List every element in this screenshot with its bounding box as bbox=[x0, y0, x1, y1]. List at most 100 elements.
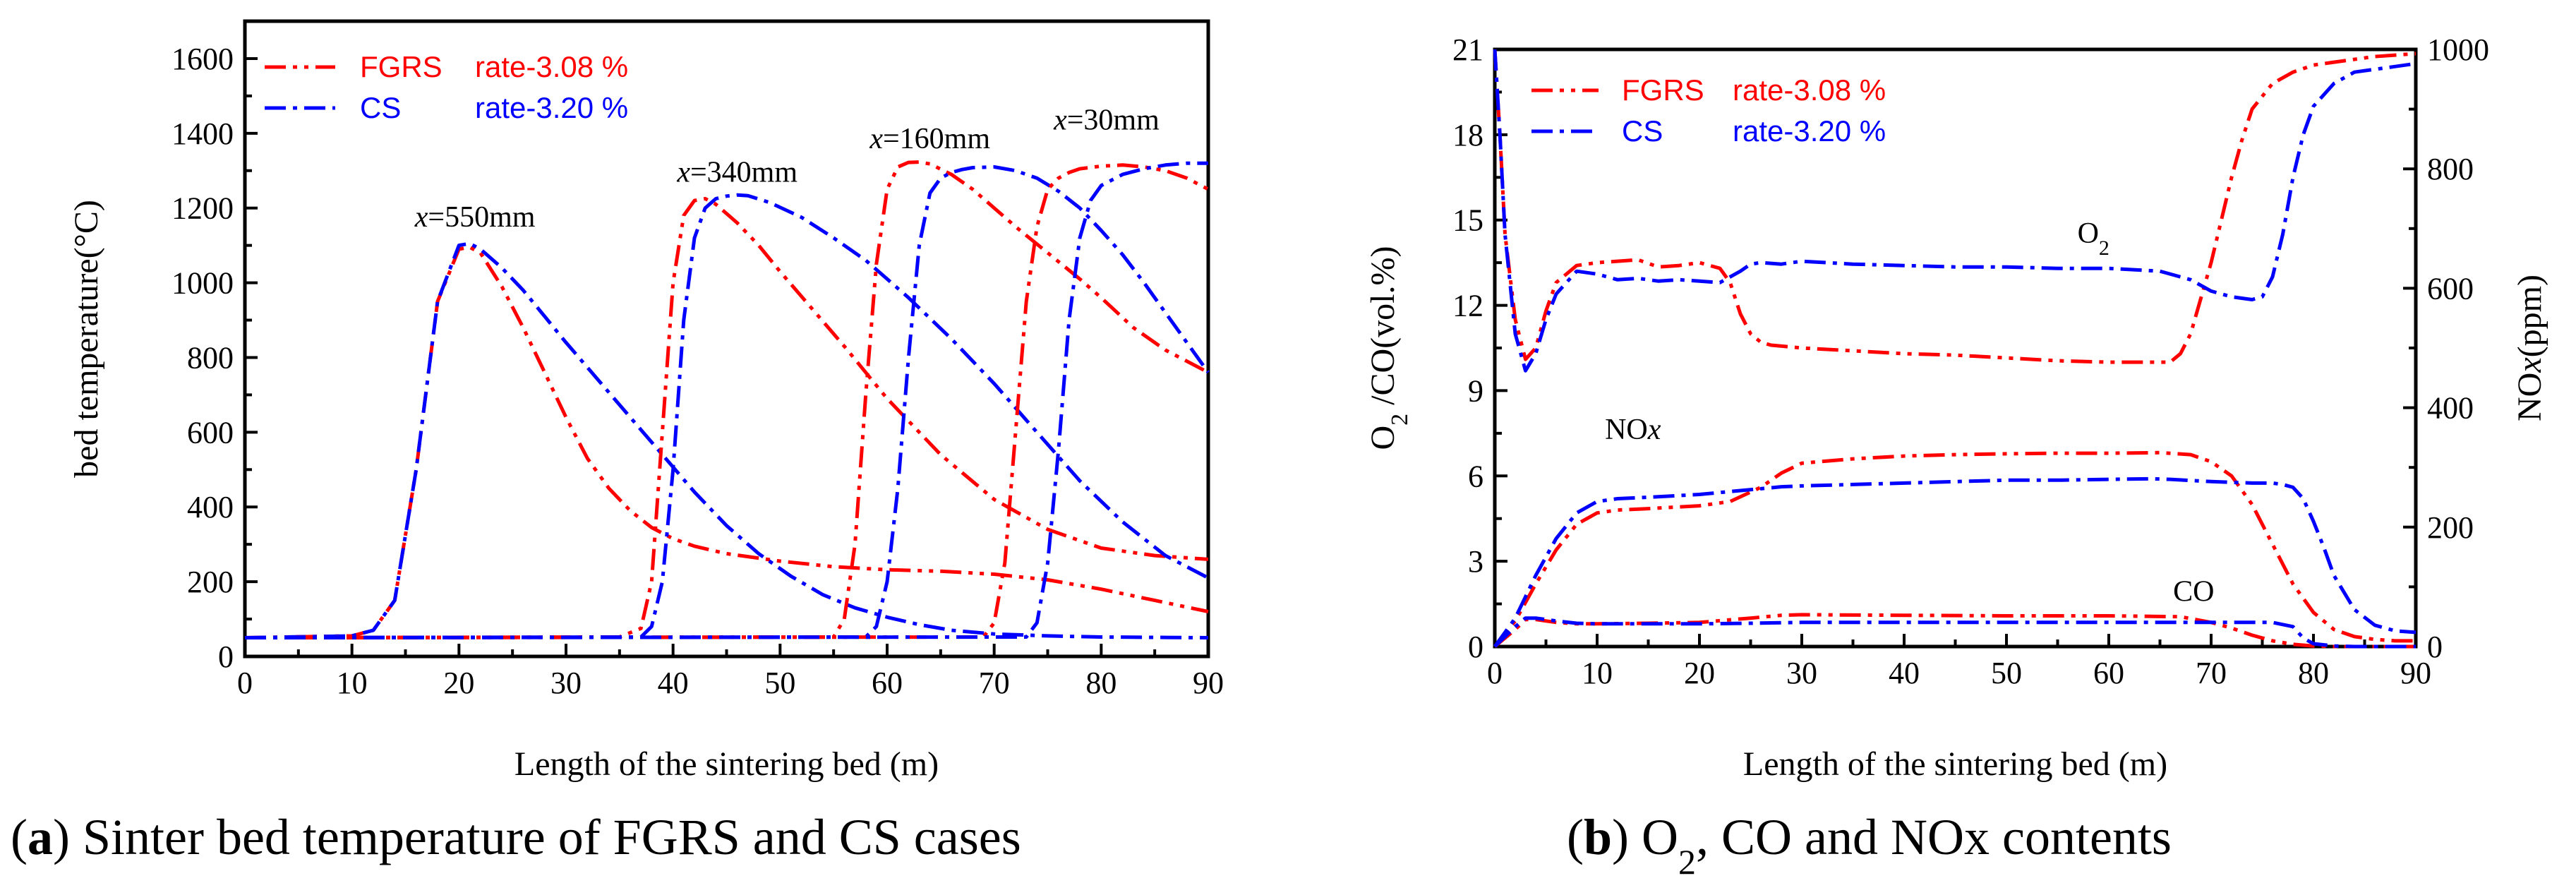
series-line-7 bbox=[244, 161, 1208, 639]
annotation-italic: x bbox=[1647, 414, 1661, 446]
panel-b-gas-contents-chart: 0 10 20 30 40 50 60 70 80 90036912151821020040060… bbox=[1364, 32, 2548, 882]
y-right-tick-label: 0 bbox=[2427, 630, 2443, 664]
y-left-tick-label: 6 bbox=[1468, 459, 1483, 493]
y-tick-label: 400 bbox=[187, 490, 234, 524]
series-line-2 bbox=[1493, 450, 2416, 648]
annotation-prefix: x bbox=[676, 157, 690, 189]
legend: FGRS rate-3.08 % CS rate-3.20 % bbox=[265, 50, 628, 124]
y-right-title-italic: x bbox=[2511, 357, 2548, 373]
x-tick-label: 90 bbox=[1193, 666, 1224, 700]
y-right-axis-title: NOx(ppm) bbox=[2511, 275, 2548, 421]
panel-b-caption: (b) O2, CO and NOx contents bbox=[1567, 809, 2172, 882]
y-left-tick-label: 21 bbox=[1452, 32, 1483, 67]
position-annotation: x=160mm bbox=[869, 123, 990, 155]
y-tick-label: 1200 bbox=[171, 191, 234, 226]
y-left-axis-title: O2 /CO(vol.%) bbox=[1364, 246, 1413, 450]
legend-series-name: FGRS bbox=[1622, 73, 1704, 107]
panel-a-caption: (a) Sinter bed temperature of FGRS and C… bbox=[11, 809, 1021, 865]
y-tick-label: 0 bbox=[218, 639, 234, 674]
series-line-0 bbox=[1493, 49, 2416, 364]
x-tick-label: 60 bbox=[2093, 656, 2124, 690]
caption-text: Sinter bed temperature of FGRS and CS ca… bbox=[70, 809, 1021, 865]
x-tick-label: 70 bbox=[2196, 656, 2227, 690]
x-tick-label: 50 bbox=[1991, 656, 2022, 690]
annotation-prefix: x bbox=[414, 201, 428, 234]
y-left-tick-label: 18 bbox=[1452, 118, 1483, 152]
panel-a-bed-temperature-chart: 0 10 20 30 40 50 60 70 80 90 0 200 400 600 800 1000 1200… bbox=[11, 19, 1224, 865]
legend: FGRS rate-3.08 % CS rate-3.20 % bbox=[1531, 73, 1886, 148]
caption-letter: a bbox=[28, 809, 53, 865]
annotation-prefix: x bbox=[869, 123, 883, 155]
annotation-text: O bbox=[2078, 217, 2099, 250]
series-line-0 bbox=[244, 245, 1209, 639]
x-axis-title: Length of the sintering bed (m) bbox=[1743, 745, 2167, 783]
x-tick-label: 30 bbox=[1786, 656, 1817, 690]
y-left-tick-label: 15 bbox=[1452, 203, 1483, 238]
y-left-tick-label: 0 bbox=[1468, 630, 1483, 664]
y-right-tick-label: 1000 bbox=[2427, 32, 2489, 67]
x-tick-label: 90 bbox=[2400, 656, 2431, 690]
annotation-text: =160mm bbox=[883, 123, 990, 155]
x-tick-label: 30 bbox=[550, 666, 582, 700]
annotation-text: =550mm bbox=[428, 201, 535, 234]
x-tick-label: 40 bbox=[1889, 656, 1920, 690]
y-axis-title: bed temperature(°C) bbox=[68, 200, 105, 478]
caption-paren: ) bbox=[1612, 809, 1629, 865]
y-right-tick-label: 600 bbox=[2427, 271, 2474, 306]
legend-series-rate: rate-3.08 % bbox=[1733, 73, 1886, 107]
series-line-6 bbox=[244, 163, 1210, 639]
position-annotation: x=340mm bbox=[676, 157, 798, 189]
y-tick-label: 1000 bbox=[171, 266, 234, 301]
legend-series-rate: rate-3.20 % bbox=[475, 91, 628, 124]
y-right-title-part: NO bbox=[2511, 373, 2548, 421]
x-tick-label: 20 bbox=[1684, 656, 1715, 690]
annotation-prefix: x bbox=[1053, 104, 1067, 137]
y-left-title-part: /CO(vol.%) bbox=[1364, 246, 1402, 414]
legend-series-name: FGRS bbox=[360, 50, 443, 83]
annotation-text: NO bbox=[1605, 414, 1648, 446]
series-line-4 bbox=[1493, 613, 2416, 649]
series-line-3 bbox=[244, 193, 1210, 639]
legend-series-rate: rate-3.20 % bbox=[1733, 114, 1886, 148]
series-line-1 bbox=[244, 241, 1209, 639]
caption-subscript: 2 bbox=[1678, 842, 1696, 882]
x-axis-title: Length of the sintering bed (m) bbox=[514, 745, 939, 783]
annotation-text: CO bbox=[2173, 576, 2214, 608]
caption-text: , CO and NOx contents bbox=[1696, 809, 2172, 865]
x-tick-label: 20 bbox=[443, 666, 474, 700]
x-tick-label: 80 bbox=[1085, 666, 1117, 700]
position-annotation: x=550mm bbox=[414, 201, 536, 234]
y-left-tick-label: 3 bbox=[1468, 544, 1483, 579]
x-tick-label: 10 bbox=[337, 666, 368, 700]
legend-series-name: CS bbox=[360, 91, 401, 124]
caption-paren: ) bbox=[53, 809, 70, 865]
y-right-tick-label: 400 bbox=[2427, 391, 2474, 426]
series-line-5 bbox=[244, 165, 1210, 639]
annotation-text: =30mm bbox=[1067, 104, 1160, 137]
x-tick-label: 0 bbox=[1487, 656, 1503, 690]
caption-paren: ( bbox=[1567, 809, 1584, 865]
x-tick-label: 50 bbox=[764, 666, 795, 700]
y-tick-label: 200 bbox=[187, 565, 234, 599]
series-line-2 bbox=[244, 197, 1209, 639]
y-tick-label: 800 bbox=[187, 340, 234, 375]
y-left-tick-label: 9 bbox=[1468, 373, 1483, 408]
y-left-title-subscript: 2 bbox=[1387, 414, 1413, 426]
y-tick-label: 1600 bbox=[171, 42, 234, 76]
y-right-tick-label: 200 bbox=[2427, 510, 2474, 545]
x-tick-label: 70 bbox=[979, 666, 1010, 700]
series-line-4 bbox=[244, 160, 1210, 639]
x-tick-label: 0 bbox=[237, 666, 253, 700]
series-line-3 bbox=[1493, 476, 2416, 648]
curve-annotation-co: CO bbox=[2173, 576, 2214, 608]
x-tick-label: 10 bbox=[1582, 656, 1613, 690]
y-left-tick-label: 12 bbox=[1452, 289, 1483, 323]
series-line-1 bbox=[1493, 49, 2416, 373]
annotation-subscript: 2 bbox=[2099, 236, 2109, 259]
x-tick-label: 40 bbox=[658, 666, 689, 700]
legend-series-name: CS bbox=[1622, 114, 1663, 148]
x-tick-label: 80 bbox=[2298, 656, 2329, 690]
x-tick-label: 60 bbox=[872, 666, 903, 700]
caption-text: O bbox=[1629, 809, 1678, 865]
